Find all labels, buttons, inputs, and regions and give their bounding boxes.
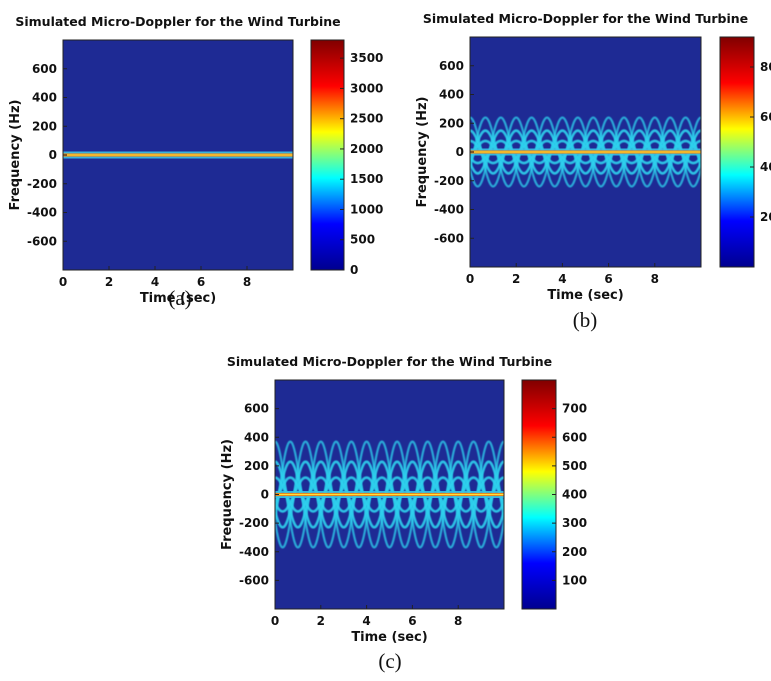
colorbar-tick-label: 700: [562, 402, 587, 416]
colorbar-tick-label: 600: [562, 430, 587, 444]
y-tick-label: -200: [239, 516, 269, 530]
x-tick-label: 6: [604, 272, 612, 286]
y-tick-label: -200: [434, 174, 464, 188]
y-tick-label: -400: [239, 545, 269, 559]
y-tick-label: 200: [32, 119, 57, 133]
colorbar: [719, 36, 755, 268]
x-tick-label: 0: [271, 614, 279, 628]
x-tick-label: 6: [408, 614, 416, 628]
x-tick-label: 8: [454, 614, 462, 628]
x-axis-label: Time (sec): [351, 630, 427, 645]
x-tick-label: 4: [558, 272, 566, 286]
x-tick-label: 2: [317, 614, 325, 628]
colorbar-tick-label: 800: [760, 60, 771, 74]
y-tick-label: 0: [49, 148, 57, 162]
x-tick-label: 8: [243, 275, 251, 289]
colorbar-tick-label: 100: [562, 573, 587, 587]
y-tick-label: 0: [456, 145, 464, 159]
x-tick-label: 4: [151, 275, 159, 289]
colorbar-tick-label: 3500: [350, 51, 383, 65]
blade-trace: [275, 460, 504, 529]
chart-title: Simulated Micro-Doppler for the Wind Tur…: [227, 354, 552, 369]
y-tick-label: -400: [434, 203, 464, 217]
x-tick-label: 8: [651, 272, 659, 286]
panel-label: (a): [168, 286, 191, 310]
colorbar-tick-label: 400: [562, 488, 587, 502]
colorbar-tick-label: 200: [562, 545, 587, 559]
blade-trace: [470, 129, 701, 175]
x-tick-label: 2: [512, 272, 520, 286]
chart-panel-a: Simulated Micro-Doppler for the Wind Tur…: [8, 14, 383, 310]
y-tick-label: -600: [434, 231, 464, 245]
y-tick-label: 200: [244, 459, 269, 473]
y-tick-label: -400: [27, 206, 57, 220]
blade-trace: [275, 476, 504, 513]
colorbar-tick-label: 300: [562, 516, 587, 530]
blade-trace: [275, 440, 504, 549]
y-tick-label: 0: [261, 488, 269, 502]
y-tick-label: 400: [32, 91, 57, 105]
panel-label: (b): [573, 308, 598, 332]
x-tick-label: 0: [59, 275, 67, 289]
y-tick-label: -600: [239, 573, 269, 587]
panel-label: (c): [378, 649, 401, 673]
y-tick-label: 400: [244, 430, 269, 444]
x-axis-label: Time (sec): [547, 288, 623, 303]
y-tick-label: 600: [244, 402, 269, 416]
colorbar-tick-label: 1500: [350, 172, 383, 186]
colorbar-tick-label: 2500: [350, 112, 383, 126]
colorbar-tick-label: 500: [562, 459, 587, 473]
blade-trace: [470, 116, 701, 188]
y-tick-label: 600: [32, 62, 57, 76]
colorbar-tick-label: 500: [350, 233, 375, 247]
chart-title: Simulated Micro-Doppler for the Wind Tur…: [15, 14, 340, 29]
colorbar-tick-label: 2000: [350, 142, 383, 156]
chart-panel-b: Simulated Micro-Doppler for the Wind Tur…: [415, 11, 771, 332]
colorbar: [310, 39, 345, 271]
y-tick-label: -600: [27, 234, 57, 248]
chart-panel-c: Simulated Micro-Doppler for the Wind Tur…: [220, 354, 587, 673]
y-tick-label: 400: [439, 88, 464, 102]
y-tick-label: 200: [439, 116, 464, 130]
colorbar-tick-label: 200: [760, 210, 771, 224]
chart-title: Simulated Micro-Doppler for the Wind Tur…: [423, 11, 748, 26]
blade-trace: [470, 139, 701, 165]
colorbar-tick-label: 3000: [350, 81, 383, 95]
x-tick-label: 4: [362, 614, 370, 628]
x-tick-label: 0: [466, 272, 474, 286]
y-axis-label: Frequency (Hz): [8, 100, 23, 211]
y-tick-label: -200: [27, 177, 57, 191]
colorbar-tick-label: 1000: [350, 202, 383, 216]
x-axis-label: Time (sec): [140, 291, 216, 306]
y-axis-label: Frequency (Hz): [415, 97, 430, 208]
y-tick-label: 600: [439, 59, 464, 73]
x-tick-label: 2: [105, 275, 113, 289]
colorbar-tick-label: 0: [350, 263, 358, 277]
colorbar-tick-label: 400: [760, 160, 771, 174]
y-axis-label: Frequency (Hz): [220, 439, 235, 550]
colorbar: [521, 379, 557, 610]
colorbar-tick-label: 600: [760, 110, 771, 124]
x-tick-label: 6: [197, 275, 205, 289]
